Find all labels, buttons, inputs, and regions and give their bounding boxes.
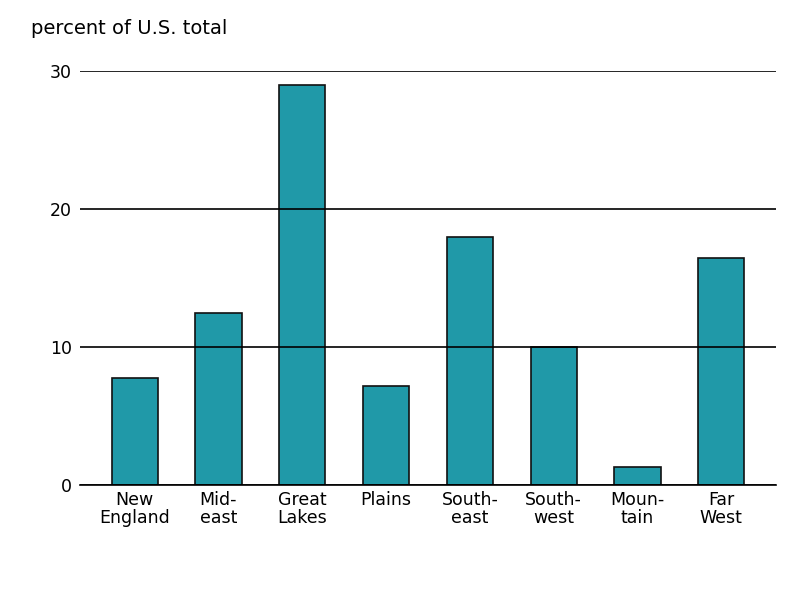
- Bar: [614, 468, 661, 485]
- Bar: [530, 348, 577, 485]
- Bar: [447, 237, 493, 485]
- Bar: [195, 313, 242, 485]
- Bar: [279, 85, 326, 485]
- Text: percent of U.S. total: percent of U.S. total: [31, 19, 228, 38]
- Bar: [363, 386, 409, 485]
- Bar: [112, 378, 158, 485]
- Bar: [698, 258, 744, 485]
